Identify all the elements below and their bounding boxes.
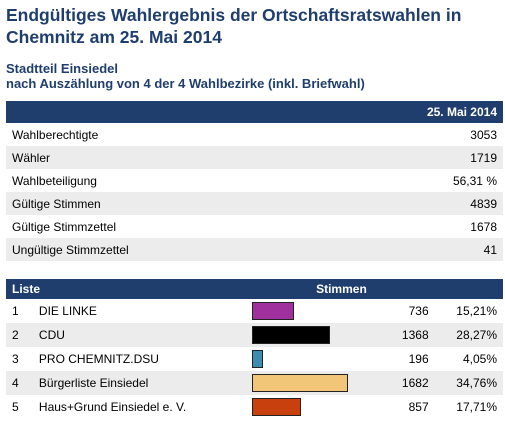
result-bar-cell — [248, 323, 375, 347]
result-number: 1 — [12, 304, 19, 318]
summary-row: Gültige Stimmen 4839 — [6, 192, 503, 215]
result-party: CDU — [32, 323, 249, 347]
results-table: Liste Stimmen 1 DIE LINKE 736 15,21% 2 C… — [6, 279, 503, 419]
summary-value: 4839 — [309, 192, 503, 215]
page-title: Endgültiges Wahlergebnis der Ortschaftsr… — [6, 5, 462, 47]
result-bar-cell — [248, 371, 375, 395]
result-votes: 196 — [408, 352, 429, 366]
result-percent: 34,76% — [434, 371, 503, 395]
result-party: Bürgerliste Einsiedel — [32, 371, 249, 395]
result-number: 4 — [6, 371, 33, 395]
result-votes: 736 — [408, 304, 429, 318]
result-row: 4 Bürgerliste Einsiedel 1682 34,76% — [6, 371, 503, 395]
summary-label: Gültige Stimmzettel — [12, 219, 117, 234]
result-bar-cell — [248, 395, 374, 419]
summary-row: Ungültige Stimmzettel 41 — [6, 238, 503, 261]
summary-label: Wahlberechtigte — [12, 127, 99, 142]
result-bar-cell — [248, 299, 374, 323]
result-number: 2 — [6, 323, 33, 347]
summary-header-row: 25. Mai 2014 — [6, 101, 503, 123]
result-percent: 17,71% — [456, 400, 497, 414]
result-bar — [252, 350, 264, 368]
summary-header-blank — [6, 101, 310, 123]
result-bar — [252, 326, 331, 344]
result-row: 3 PRO CHEMNITZ.DSU 196 4,05% — [6, 347, 503, 371]
results-pct-header — [434, 279, 503, 299]
results-list-header: Liste — [6, 279, 249, 299]
result-bar — [252, 374, 349, 392]
summary-label: Wahlbeteiligung — [12, 173, 97, 188]
summary-value: 41 — [309, 238, 503, 261]
result-number: 3 — [12, 352, 19, 366]
summary-row: Wähler 1719 — [6, 146, 503, 169]
summary-value: 1678 — [470, 219, 497, 234]
summary-value: 3053 — [470, 127, 497, 142]
results-votes-header: Stimmen — [248, 279, 435, 299]
summary-row: Wahlberechtigte 3053 — [6, 123, 503, 146]
result-number: 5 — [12, 400, 19, 414]
summary-date-header: 25. Mai 2014 — [309, 101, 503, 123]
summary-label: Ungültige Stimmzettel — [6, 238, 310, 261]
result-row: 2 CDU 1368 28,27% — [6, 323, 503, 347]
result-bar-cell — [248, 347, 374, 371]
result-row: 5 Haus+Grund Einsiedel e. V. 857 17,71% — [6, 395, 503, 419]
result-percent: 28,27% — [434, 323, 503, 347]
result-party: Haus+Grund Einsiedel e. V. — [38, 400, 187, 414]
summary-table: 25. Mai 2014 Wahlberechtigte 3053 Wähler… — [6, 101, 503, 261]
subtitle-district: Stadtteil Einsiedel — [6, 61, 118, 76]
result-votes: 1682 — [374, 371, 435, 395]
result-party: PRO CHEMNITZ.DSU — [38, 352, 159, 366]
summary-value: 1719 — [309, 146, 503, 169]
summary-value: 56,31 % — [452, 173, 497, 188]
result-percent: 15,21% — [456, 304, 497, 318]
result-row: 1 DIE LINKE 736 15,21% — [6, 299, 503, 323]
result-percent: 4,05% — [462, 352, 497, 366]
subtitle-count: nach Auszählung von 4 der 4 Wahlbezirke … — [6, 76, 365, 91]
summary-row: Gültige Stimmzettel 1678 — [6, 215, 503, 238]
result-votes: 1368 — [374, 323, 435, 347]
results-header-row: Liste Stimmen — [6, 279, 503, 299]
summary-label: Gültige Stimmen — [6, 192, 310, 215]
page-subtitle: Stadtteil Einsiedel nach Auszählung von … — [6, 61, 501, 91]
result-bar — [252, 302, 295, 320]
result-votes: 857 — [408, 400, 429, 414]
result-bar — [252, 398, 302, 416]
summary-row: Wahlbeteiligung 56,31 % — [6, 169, 503, 192]
summary-label: Wähler — [6, 146, 310, 169]
result-party: DIE LINKE — [38, 304, 97, 318]
